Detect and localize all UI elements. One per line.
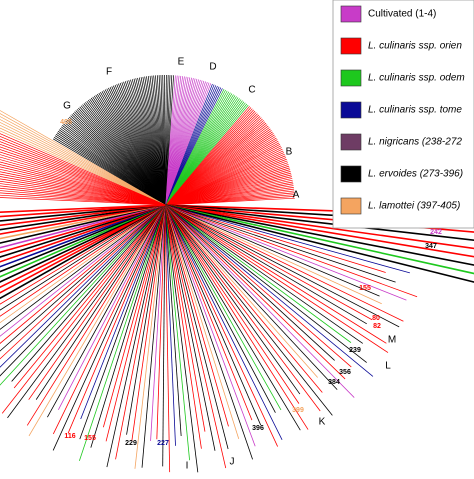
legend-label: L. culinaris ssp. orien [368, 41, 462, 52]
clade-label: A [293, 190, 300, 201]
clade-label: L [385, 361, 391, 372]
clade-label: K [319, 417, 326, 428]
clade-label: J [230, 457, 235, 468]
legend-swatch [341, 6, 361, 22]
legend-label: L. culinaris ssp. odem [368, 73, 465, 84]
legend-label: L. ervoides (273-396) [368, 169, 463, 180]
legend-label: Cultivated (1-4) [368, 9, 436, 20]
leaf-label: 384 [328, 379, 340, 386]
legend-label: L. culinaris ssp. tome [368, 105, 462, 116]
clade-label: I [186, 461, 189, 472]
branch [132, 205, 165, 441]
clade-label: G [63, 101, 71, 112]
leaf-label: 155 [84, 435, 96, 442]
legend-label: L. nigricans (238-272 [368, 137, 462, 148]
legend-swatch [341, 102, 361, 118]
leaf-label: 347 [425, 243, 437, 250]
branch [165, 205, 228, 449]
clade-label: F [106, 67, 112, 78]
clade-label: C [248, 85, 255, 96]
leaf-label: 356 [339, 369, 351, 376]
leaf-label: 80 [372, 315, 380, 322]
clade-label: E [178, 57, 185, 68]
leaf-label: 82 [373, 323, 381, 330]
legend-label: L. lamottei (397-405) [368, 201, 460, 212]
branch [165, 205, 300, 430]
legend-swatch [341, 166, 361, 182]
branch [53, 205, 165, 450]
leaf-label: 229 [125, 440, 137, 447]
branch [165, 205, 228, 426]
leaf-label: 396 [252, 425, 264, 432]
branch [80, 205, 165, 439]
branch [165, 205, 281, 410]
legend-swatch [341, 38, 361, 54]
leaf-label: 116 [64, 433, 75, 440]
leaf-label: 399 [292, 407, 304, 414]
leaf-label: 242 [430, 229, 442, 236]
legend-swatch [341, 198, 361, 214]
clade-label: D [209, 62, 216, 73]
clade-label: B [286, 147, 293, 158]
branch [165, 205, 261, 425]
legend-swatch [341, 134, 361, 150]
leaf-label: 155 [359, 285, 371, 292]
leaf-label: 227 [157, 440, 169, 447]
leaf-label: 405 [60, 119, 72, 126]
leaf-label: 239 [349, 347, 361, 354]
legend-swatch [341, 70, 361, 86]
clade-label: M [388, 335, 396, 346]
